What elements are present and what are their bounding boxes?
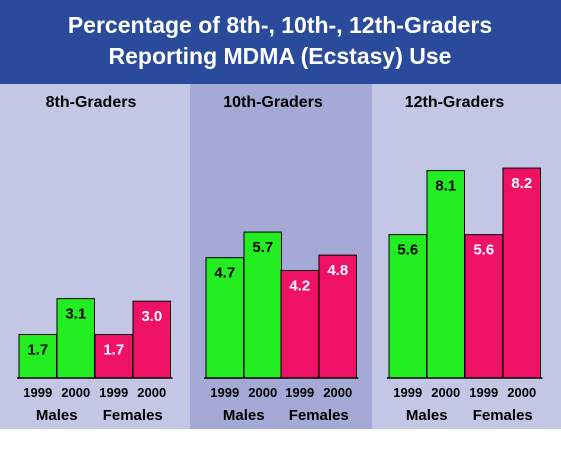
bar-value-label: 4.7 — [214, 265, 235, 282]
year-label: 2000 — [137, 385, 166, 400]
bar — [502, 167, 541, 379]
group-label: Females — [103, 407, 163, 424]
panel-label: 12th-Graders — [405, 94, 505, 111]
group-label: Males — [406, 407, 448, 424]
group-label: Females — [473, 407, 533, 424]
bar — [132, 300, 171, 379]
year-label: 2000 — [61, 385, 90, 400]
year-label: 2000 — [248, 385, 277, 400]
bar-value-label: 8.2 — [511, 175, 532, 192]
bar — [205, 257, 244, 379]
year-label: 1999 — [393, 385, 422, 400]
year-label: 2000 — [431, 385, 460, 400]
bar-value-label: 4.2 — [289, 277, 310, 294]
bar — [426, 170, 465, 379]
bar-value-label: 3.0 — [141, 308, 162, 325]
year-label: 1999 — [99, 385, 128, 400]
bar — [388, 234, 427, 379]
group-label: Males — [36, 407, 78, 424]
bar-value-label: 5.6 — [473, 242, 494, 259]
group-label: Females — [289, 407, 349, 424]
title-banner — [0, 0, 561, 84]
chart-title-line-1: Percentage of 8th-, 10th-, 12th-Graders — [68, 12, 492, 38]
year-label: 1999 — [285, 385, 314, 400]
bar — [243, 231, 282, 379]
bar-value-label: 1.7 — [103, 341, 124, 358]
bar-value-label: 8.1 — [435, 178, 456, 195]
bar — [18, 333, 57, 379]
bar-value-label: 5.7 — [252, 239, 273, 256]
bar-value-label: 4.8 — [327, 262, 348, 279]
year-label: 2000 — [323, 385, 352, 400]
year-label: 1999 — [469, 385, 498, 400]
panel-label: 8th-Graders — [46, 94, 137, 111]
year-label: 2000 — [507, 385, 536, 400]
bar — [56, 298, 95, 379]
bar-value-label: 1.7 — [27, 341, 48, 358]
group-label: Males — [223, 407, 265, 424]
year-label: 1999 — [210, 385, 239, 400]
bar — [464, 234, 503, 379]
year-label: 1999 — [23, 385, 52, 400]
chart-title-line-2: Reporting MDMA (Ecstasy) Use — [109, 43, 452, 69]
bar-value-label: 3.1 — [65, 306, 86, 323]
bar-value-label: 5.6 — [397, 242, 418, 259]
bar — [280, 269, 319, 379]
panel-label: 10th-Graders — [223, 94, 323, 111]
